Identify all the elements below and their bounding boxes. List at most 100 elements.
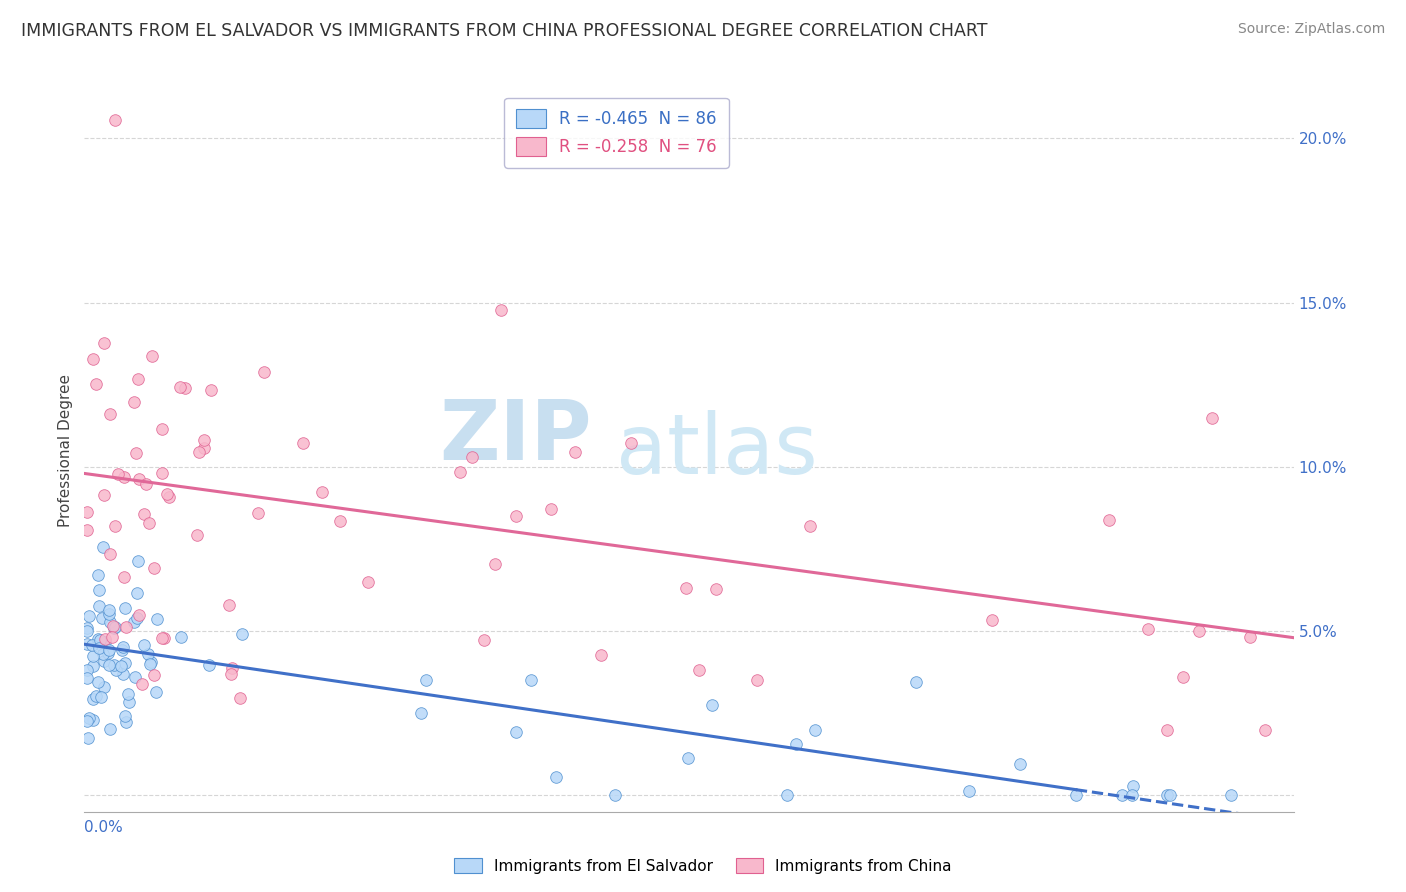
Point — [82, 648, 104, 663]
Y-axis label: Professional Degree: Professional Degree — [58, 374, 73, 527]
Point — [128, 472, 150, 486]
Point — [156, 487, 179, 501]
Point — [540, 501, 562, 516]
Point — [688, 663, 710, 677]
Point — [112, 570, 135, 584]
Point — [93, 634, 115, 648]
Point — [111, 640, 134, 654]
Point — [198, 658, 221, 673]
Point — [118, 695, 141, 709]
Point — [150, 422, 173, 436]
Point — [603, 789, 626, 803]
Point — [188, 445, 211, 459]
Point — [193, 441, 215, 455]
Point — [86, 567, 108, 582]
Point — [904, 675, 927, 690]
Point — [141, 349, 163, 363]
Point — [489, 303, 512, 318]
Point — [93, 335, 115, 350]
Point — [799, 518, 821, 533]
Point — [98, 657, 121, 672]
Point — [101, 619, 124, 633]
Point — [676, 750, 699, 764]
Point — [104, 663, 127, 677]
Point — [134, 638, 156, 652]
Point — [76, 714, 98, 728]
Point — [94, 632, 117, 647]
Point — [449, 465, 471, 479]
Point — [76, 621, 98, 635]
Point — [103, 658, 125, 673]
Point — [115, 714, 138, 729]
Point — [125, 446, 148, 460]
Point — [91, 540, 114, 554]
Point — [114, 709, 136, 723]
Point — [98, 407, 121, 421]
Point — [329, 514, 352, 528]
Point — [1111, 789, 1133, 803]
Point — [311, 485, 333, 500]
Point — [93, 488, 115, 502]
Point — [98, 607, 121, 621]
Point — [98, 603, 121, 617]
Point — [136, 647, 159, 661]
Point — [138, 516, 160, 530]
Point — [186, 528, 208, 542]
Point — [103, 621, 125, 635]
Point — [111, 643, 134, 657]
Point — [957, 784, 980, 798]
Point — [89, 632, 111, 647]
Point — [776, 789, 799, 803]
Point — [138, 657, 160, 671]
Point — [591, 648, 613, 662]
Point — [461, 450, 484, 464]
Point — [127, 610, 149, 624]
Point — [135, 476, 157, 491]
Point — [221, 661, 243, 675]
Point — [1159, 789, 1181, 803]
Point — [112, 469, 135, 483]
Point — [219, 667, 242, 681]
Point — [169, 379, 191, 393]
Point — [76, 731, 98, 746]
Point — [472, 632, 495, 647]
Point — [134, 507, 156, 521]
Point — [143, 561, 166, 575]
Point — [1098, 513, 1121, 527]
Point — [104, 620, 127, 634]
Point — [357, 574, 380, 589]
Point — [619, 436, 641, 450]
Legend: R = -0.465  N = 86, R = -0.258  N = 76: R = -0.465 N = 86, R = -0.258 N = 76 — [505, 97, 728, 168]
Point — [1239, 630, 1261, 644]
Point — [76, 671, 98, 685]
Point — [246, 506, 269, 520]
Point — [87, 582, 110, 597]
Point — [98, 547, 121, 561]
Point — [76, 663, 98, 677]
Point — [90, 690, 112, 704]
Point — [77, 711, 100, 725]
Point — [1122, 779, 1144, 793]
Point — [128, 607, 150, 622]
Point — [546, 770, 568, 784]
Point — [564, 445, 586, 459]
Point — [114, 601, 136, 615]
Point — [76, 637, 98, 651]
Point — [124, 615, 146, 629]
Point — [1156, 789, 1178, 803]
Point — [153, 631, 176, 645]
Point — [1137, 622, 1160, 636]
Point — [86, 632, 108, 647]
Point — [107, 467, 129, 481]
Point — [145, 685, 167, 699]
Point — [110, 658, 132, 673]
Point — [86, 675, 108, 690]
Point — [97, 647, 120, 661]
Point — [675, 581, 697, 595]
Point — [803, 723, 825, 737]
Point — [101, 630, 124, 644]
Point — [114, 657, 136, 671]
Point — [131, 677, 153, 691]
Point — [93, 654, 115, 668]
Point — [505, 724, 527, 739]
